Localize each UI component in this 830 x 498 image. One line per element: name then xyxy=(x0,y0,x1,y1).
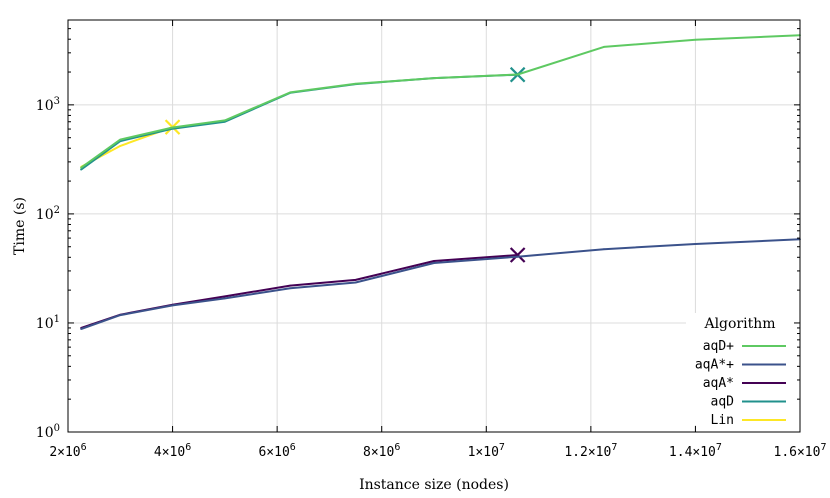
legend-label-aqD+: aqD+ xyxy=(703,339,734,354)
plot-frame xyxy=(67,19,801,433)
data-point xyxy=(354,279,357,281)
x-tick-label: 1.6×107 xyxy=(774,442,827,460)
data-point xyxy=(119,138,122,141)
y-axis-label: Time (s) xyxy=(12,197,28,255)
data-point xyxy=(354,82,357,85)
end-marker-aqA* xyxy=(509,247,526,263)
legend-label-Lin: Lin xyxy=(711,413,734,428)
data-point xyxy=(603,45,605,48)
x-tick-label: 1.4×107 xyxy=(669,442,722,460)
plot-background xyxy=(68,20,800,432)
x-tick-label: 1×107 xyxy=(468,442,505,460)
data-point xyxy=(289,287,292,290)
tick-marks xyxy=(67,19,801,433)
data-point xyxy=(119,314,122,317)
legend: Algorithm aqD+ aqA*+ aqA* aqD Lin xyxy=(686,313,794,428)
y-tick-label: 102 xyxy=(36,205,60,223)
data-point xyxy=(433,262,435,264)
x-tick-label: 2×106 xyxy=(49,442,86,460)
data-point xyxy=(694,243,697,245)
data-point xyxy=(80,328,82,330)
data-point xyxy=(433,77,435,79)
data-point xyxy=(223,297,226,300)
data-point xyxy=(516,73,519,76)
x-axis-label: Instance size (nodes) xyxy=(359,477,509,493)
data-point xyxy=(119,145,122,147)
legend-entries: aqD+ aqA*+ aqA* aqD Lin xyxy=(695,339,786,428)
x-tick-label: 4×106 xyxy=(154,442,191,460)
x-tick-label: 8×106 xyxy=(363,442,400,460)
y-tick-label: 103 xyxy=(36,96,60,114)
data-point xyxy=(223,295,226,298)
data-point xyxy=(289,284,292,287)
data-point xyxy=(80,166,82,169)
y-tick-label: 101 xyxy=(36,314,60,332)
data-point xyxy=(80,168,82,171)
data-point xyxy=(433,260,435,262)
data-point xyxy=(289,91,292,94)
legend-label-aqA*: aqA* xyxy=(703,376,734,391)
end-marker-stroke xyxy=(509,247,526,263)
series-group xyxy=(80,34,801,330)
x-tick-label: 1.2×107 xyxy=(564,442,617,460)
legend-label-aqD: aqD xyxy=(711,395,735,410)
data-point xyxy=(354,281,357,284)
x-tick-label: 6×106 xyxy=(258,442,295,460)
data-point xyxy=(603,248,605,251)
legend-title: Algorithm xyxy=(703,316,775,332)
data-point xyxy=(516,255,519,258)
y-tick-label: 100 xyxy=(36,423,60,441)
data-point xyxy=(171,126,174,129)
legend-label-aqA*+: aqA*+ xyxy=(695,358,734,373)
legend-background xyxy=(686,313,794,425)
data-point xyxy=(694,38,697,41)
data-point xyxy=(171,304,174,307)
data-point xyxy=(223,119,226,122)
